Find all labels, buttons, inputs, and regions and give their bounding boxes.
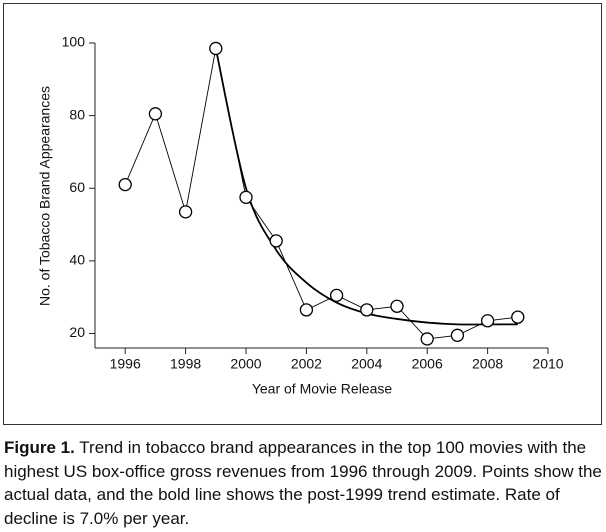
caption-text: Trend in tobacco brand appearances in th… bbox=[4, 438, 602, 528]
x-tick-label: 1998 bbox=[170, 356, 201, 372]
data-line bbox=[124, 48, 518, 340]
data-point bbox=[118, 177, 132, 192]
y-tick-label: 100 bbox=[62, 34, 86, 50]
y-tick-label: 80 bbox=[69, 106, 85, 122]
x-tick-label: 2008 bbox=[472, 356, 503, 372]
x-tick-label: 2002 bbox=[291, 356, 322, 372]
data-point bbox=[480, 314, 495, 328]
data-point bbox=[360, 303, 374, 317]
x-tick-label: 2000 bbox=[230, 356, 261, 372]
data-point bbox=[511, 310, 525, 324]
x-tick-label: 2010 bbox=[532, 356, 563, 372]
y-tick-label: 60 bbox=[69, 179, 85, 195]
frame bbox=[3, 3, 602, 425]
y-tick-label: 40 bbox=[69, 252, 85, 268]
data-point bbox=[420, 332, 434, 346]
data-point bbox=[450, 328, 465, 342]
x-axis-title: Year of Movie Release bbox=[252, 381, 393, 397]
caption: Figure 1. Trend in tobacco brand appeara… bbox=[4, 436, 602, 530]
y-axis-title: No. of Tobacco Brand Appearances bbox=[37, 86, 53, 306]
data-point bbox=[148, 107, 163, 121]
data-point bbox=[299, 303, 314, 317]
x-tick-label: 1996 bbox=[110, 356, 141, 372]
caption-label: Figure 1. bbox=[4, 438, 75, 457]
data-point bbox=[239, 190, 253, 204]
data-point bbox=[209, 41, 223, 56]
trend-line bbox=[214, 48, 518, 326]
data-point bbox=[390, 299, 404, 313]
data-point bbox=[269, 234, 283, 248]
y-tick-label: 20 bbox=[69, 324, 85, 340]
chart: Year of Movie Release No. of Tobacco Bra… bbox=[3, 3, 602, 425]
data-point bbox=[329, 288, 344, 303]
x-tick-label: 2004 bbox=[351, 356, 382, 372]
data-point bbox=[178, 205, 193, 219]
x-tick-label: 2006 bbox=[412, 356, 443, 372]
